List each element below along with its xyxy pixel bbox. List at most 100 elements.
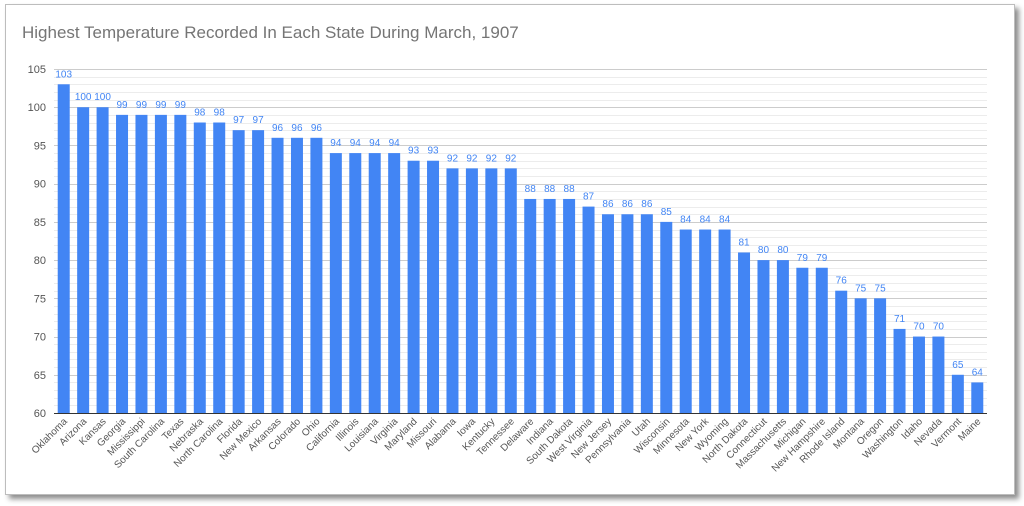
y-tick-label: 80: [34, 255, 46, 267]
bar: [57, 84, 70, 414]
data-label: 99: [136, 100, 148, 111]
bar: [407, 160, 420, 413]
bar: [232, 130, 245, 413]
bar: [252, 130, 265, 413]
bar: [329, 153, 342, 414]
data-label: 94: [389, 138, 401, 149]
data-label: 80: [758, 245, 770, 256]
bar: [601, 214, 614, 413]
bar: [718, 229, 731, 413]
bar: [271, 137, 284, 414]
y-tick-label: 100: [28, 102, 46, 114]
y-tick-label: 90: [34, 179, 46, 191]
bar: [932, 336, 945, 413]
bar: [563, 198, 576, 413]
bar: [465, 168, 478, 413]
bar: [621, 214, 634, 413]
bar: [96, 107, 109, 413]
data-label: 86: [602, 199, 614, 210]
bar: [504, 168, 517, 413]
bar: [757, 260, 770, 413]
data-label: 100: [75, 92, 92, 103]
data-label: 98: [214, 108, 226, 119]
data-label: 87: [583, 192, 595, 203]
data-label: 70: [933, 322, 945, 333]
data-label: 75: [855, 283, 867, 294]
data-label: 79: [797, 253, 809, 264]
bar: [446, 168, 459, 413]
data-label: 76: [836, 276, 848, 287]
data-label: 98: [194, 108, 206, 119]
y-tick-label: 65: [34, 370, 46, 382]
bar: [290, 137, 303, 414]
bar: [893, 328, 906, 413]
bar: [485, 168, 498, 413]
y-tick-label: 95: [34, 140, 46, 152]
bar: [174, 114, 187, 413]
data-label: 93: [408, 146, 420, 157]
data-label: 99: [155, 100, 167, 111]
bar: [971, 382, 984, 413]
data-label: 65: [952, 360, 964, 371]
data-label: 79: [816, 253, 828, 264]
data-label: 88: [525, 184, 537, 195]
data-label: 92: [486, 153, 498, 164]
data-label: 81: [738, 237, 750, 248]
x-tick-label: Maine: [956, 416, 983, 443]
data-label: 71: [894, 314, 906, 325]
data-label: 96: [272, 123, 284, 134]
bar: [776, 260, 789, 413]
bar: [193, 122, 206, 413]
bar: [154, 114, 167, 413]
bar: [738, 252, 751, 413]
bar: [835, 290, 848, 413]
y-tick-label: 85: [34, 217, 46, 229]
data-label: 86: [641, 199, 653, 210]
bar: [310, 137, 323, 414]
bar: [951, 374, 964, 413]
data-label: 96: [291, 123, 303, 134]
bar: [912, 336, 925, 413]
bar: [854, 298, 867, 413]
bar: [796, 267, 809, 413]
data-label: 84: [719, 215, 731, 226]
data-label: 75: [875, 283, 887, 294]
data-label: 97: [253, 115, 265, 126]
bar: [349, 153, 362, 414]
gridlines: [54, 69, 987, 414]
y-tick-label: 75: [34, 293, 46, 305]
data-label: 88: [564, 184, 576, 195]
data-label: 93: [427, 146, 439, 157]
y-tick-label: 105: [28, 64, 46, 76]
bar: [116, 114, 129, 413]
bar: [213, 122, 226, 413]
data-labels: 103 100 100 99 99 99 99 98 98 97 97 96 96 96 94 94 94 94 9…: [55, 69, 983, 378]
bar: [135, 114, 148, 413]
data-label: 86: [622, 199, 634, 210]
data-label: 103: [55, 69, 72, 80]
y-tick-label: 70: [34, 332, 46, 344]
data-label: 64: [972, 367, 984, 378]
data-label: 94: [330, 138, 342, 149]
data-label: 92: [447, 153, 459, 164]
data-label: 88: [544, 184, 556, 195]
bar: [524, 198, 537, 413]
data-label: 99: [175, 100, 187, 111]
bar: [582, 206, 595, 413]
bar: [368, 153, 381, 414]
data-label: 85: [661, 207, 673, 218]
data-label: 100: [94, 92, 111, 103]
data-label: 94: [369, 138, 381, 149]
data-label: 97: [233, 115, 245, 126]
bar: [427, 160, 440, 413]
data-label: 84: [700, 215, 712, 226]
bar: [679, 229, 692, 413]
data-label: 96: [311, 123, 323, 134]
x-axis-ticks: OklahomaArizonaKansasGeorgiaMississippiS…: [30, 416, 984, 475]
chart-title: Highest Temperature Recorded In Each Sta…: [22, 23, 519, 42]
y-tick-label: 60: [34, 408, 46, 420]
data-label: 99: [116, 100, 128, 111]
data-label: 70: [913, 322, 925, 333]
bar: [874, 298, 887, 413]
